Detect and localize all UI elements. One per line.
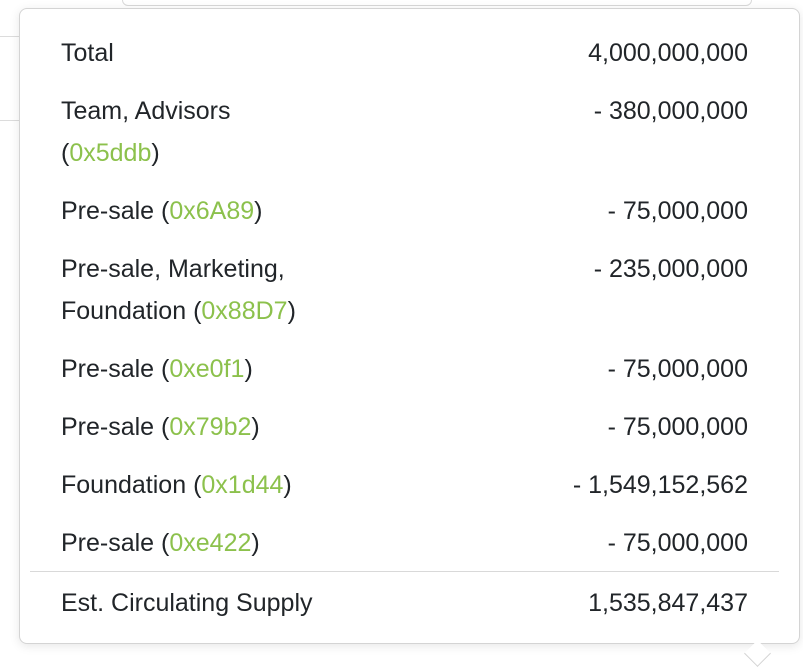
allocation-value: - 75,000,000 (607, 529, 748, 557)
paren-open: ( (193, 297, 202, 325)
allocation-value: - 75,000,000 (607, 355, 748, 383)
address-link[interactable]: 0x1d44 (201, 471, 284, 499)
allocation-label: Pre-sale (0xe0f1) (61, 348, 381, 390)
address-link[interactable]: 0x6A89 (169, 197, 255, 225)
allocation-name-line2: Foundation (61, 297, 187, 325)
address-link[interactable]: 0xe0f1 (169, 355, 245, 383)
paren-close: ) (251, 529, 260, 557)
allocation-name: Pre-sale (61, 413, 155, 441)
allocation-name: Foundation (61, 471, 187, 499)
address-link[interactable]: 0x79b2 (169, 413, 252, 441)
paren-open: ( (161, 529, 170, 557)
paren-open: ( (161, 197, 170, 225)
paren-close: ) (283, 471, 292, 499)
allocation-name: Pre-sale, Marketing, (61, 255, 285, 283)
total-value: 4,000,000,000 (588, 39, 748, 67)
address-link[interactable]: 0x88D7 (201, 297, 288, 325)
allocation-value: - 235,000,000 (593, 255, 748, 283)
paren-close: ) (254, 197, 263, 225)
allocation-label: Pre-sale (0x6A89) (61, 190, 381, 232)
circulating-supply-label: Est. Circulating Supply (61, 589, 313, 617)
popover-arrow (744, 640, 771, 667)
background-divider (0, 120, 20, 121)
allocation-value: - 75,000,000 (607, 197, 748, 225)
paren-close: ) (151, 139, 160, 167)
allocation-value: - 75,000,000 (607, 413, 748, 441)
address-link[interactable]: 0xe422 (169, 529, 252, 557)
allocation-name: Team, Advisors (61, 97, 231, 125)
total-label: Total (61, 39, 114, 67)
supply-breakdown-popover: Total 4,000,000,000 Team, Advisors (0x5d… (19, 8, 800, 667)
paren-close: ) (251, 413, 260, 441)
background-input-edge (122, 0, 752, 6)
allocation-value: - 1,549,152,562 (572, 471, 748, 499)
background-divider (0, 36, 20, 37)
paren-open: ( (161, 355, 170, 383)
allocation-name: Pre-sale (61, 355, 155, 383)
allocation-label: Team, Advisors (0x5ddb) (61, 90, 381, 174)
circulating-supply-value: 1,535,847,437 (588, 589, 748, 617)
allocation-value: - 380,000,000 (593, 97, 748, 125)
address-link[interactable]: 0x5ddb (69, 139, 152, 167)
allocation-label: Pre-sale (0x79b2) (61, 406, 381, 448)
paren-open: ( (61, 139, 70, 167)
allocation-label: Pre-sale, Marketing, Foundation (0x88D7) (61, 248, 381, 332)
summary-divider (30, 571, 779, 572)
paren-close: ) (287, 297, 296, 325)
allocation-name: Pre-sale (61, 197, 155, 225)
allocation-label: Pre-sale (0xe422) (61, 522, 381, 564)
paren-close: ) (244, 355, 253, 383)
allocation-label: Foundation (0x1d44) (61, 464, 381, 506)
allocation-name: Pre-sale (61, 529, 155, 557)
paren-open: ( (161, 413, 170, 441)
paren-open: ( (193, 471, 202, 499)
